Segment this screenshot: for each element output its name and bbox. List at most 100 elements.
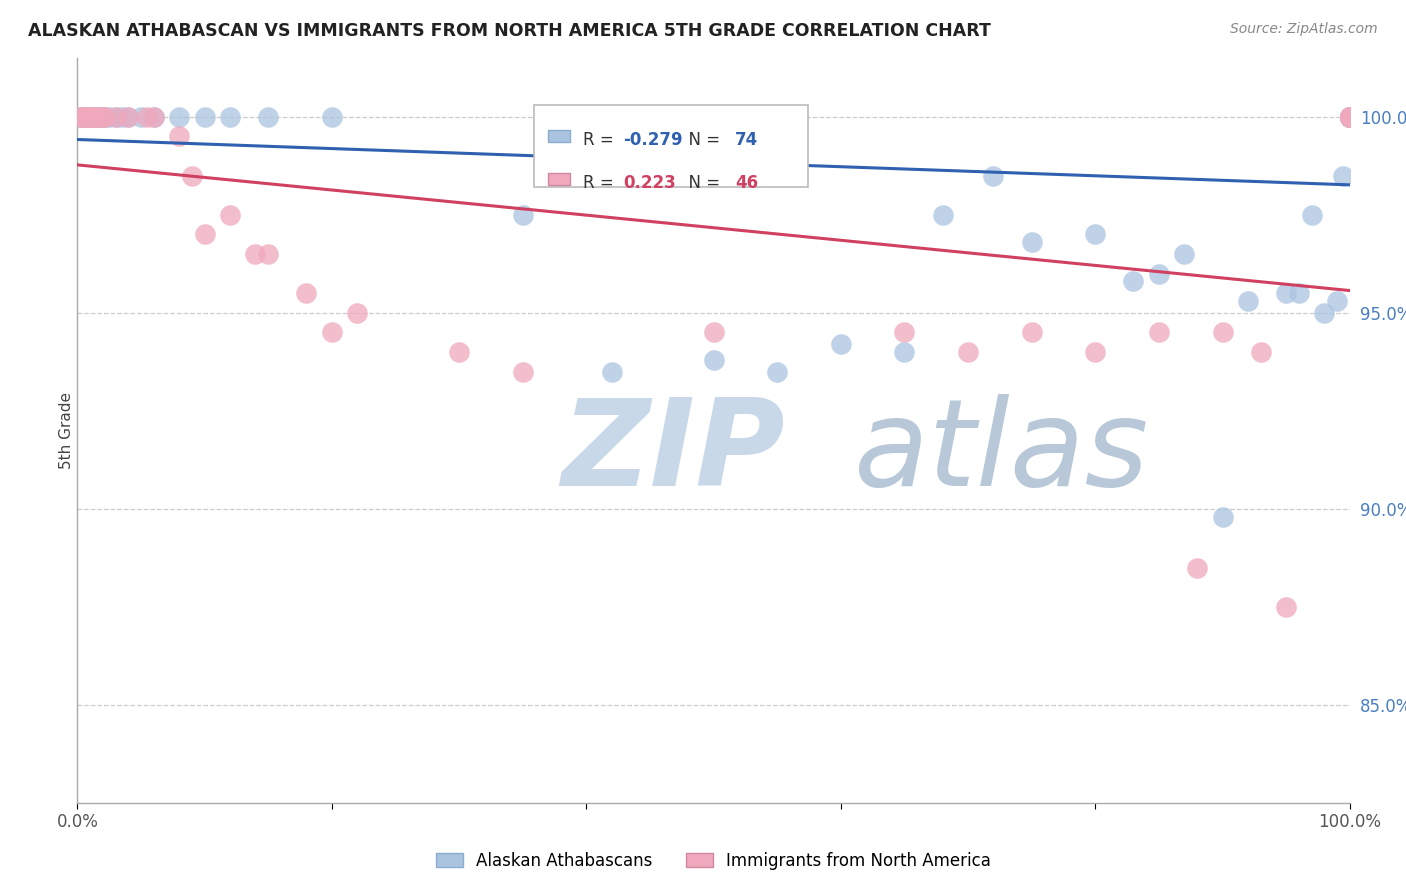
Point bbox=[1339, 110, 1361, 124]
Point bbox=[79, 110, 101, 124]
Point bbox=[76, 110, 98, 124]
Point bbox=[91, 110, 114, 124]
Point bbox=[1339, 110, 1361, 124]
Point bbox=[1275, 599, 1298, 614]
Text: 74: 74 bbox=[735, 131, 759, 149]
Point bbox=[84, 110, 107, 124]
Point bbox=[86, 110, 108, 124]
Point bbox=[111, 110, 134, 124]
Point bbox=[600, 365, 623, 379]
Point bbox=[104, 110, 127, 124]
Point bbox=[512, 208, 534, 222]
Point bbox=[129, 110, 152, 124]
Text: 0.223: 0.223 bbox=[623, 174, 676, 192]
Point bbox=[1147, 326, 1170, 340]
Point bbox=[1339, 110, 1361, 124]
Point bbox=[83, 110, 105, 124]
Point bbox=[1339, 110, 1361, 124]
Point bbox=[1237, 293, 1260, 308]
Point bbox=[245, 247, 267, 261]
Point bbox=[79, 110, 101, 124]
Point bbox=[1185, 560, 1208, 574]
Point bbox=[73, 110, 96, 124]
Point bbox=[73, 110, 96, 124]
Point bbox=[70, 110, 93, 124]
Point bbox=[703, 326, 725, 340]
Point bbox=[69, 110, 91, 124]
Point bbox=[104, 110, 127, 124]
Point bbox=[1147, 267, 1170, 281]
Point bbox=[180, 169, 202, 183]
Point bbox=[1339, 110, 1361, 124]
Point bbox=[194, 227, 217, 242]
Point bbox=[1021, 326, 1043, 340]
Point bbox=[1339, 110, 1361, 124]
Point bbox=[1339, 110, 1361, 124]
Point bbox=[1021, 235, 1043, 250]
Text: atlas: atlas bbox=[853, 394, 1149, 511]
Legend: Alaskan Athabascans, Immigrants from North America: Alaskan Athabascans, Immigrants from Nor… bbox=[430, 845, 997, 877]
Point bbox=[931, 208, 953, 222]
Point bbox=[1339, 110, 1361, 124]
Point bbox=[72, 110, 94, 124]
Point bbox=[1339, 110, 1361, 124]
Point bbox=[1339, 110, 1361, 124]
Text: Source: ZipAtlas.com: Source: ZipAtlas.com bbox=[1230, 22, 1378, 37]
Point bbox=[194, 110, 217, 124]
Point bbox=[893, 326, 915, 340]
Point bbox=[1339, 110, 1361, 124]
Text: ZIP: ZIP bbox=[561, 394, 785, 511]
Point bbox=[117, 110, 139, 124]
Point bbox=[1339, 110, 1361, 124]
Text: 46: 46 bbox=[735, 174, 758, 192]
Point bbox=[1339, 110, 1361, 124]
Point bbox=[77, 110, 100, 124]
Point bbox=[142, 110, 165, 124]
Point bbox=[512, 365, 534, 379]
Point bbox=[893, 345, 915, 359]
Point bbox=[167, 110, 190, 124]
Point bbox=[77, 110, 100, 124]
Point bbox=[1339, 110, 1361, 124]
Point bbox=[94, 110, 117, 124]
Point bbox=[321, 110, 343, 124]
Text: -0.279: -0.279 bbox=[623, 131, 682, 149]
Point bbox=[703, 352, 725, 367]
Text: R =: R = bbox=[583, 131, 620, 149]
Point bbox=[142, 110, 165, 124]
Point bbox=[1339, 110, 1361, 124]
Point bbox=[94, 110, 117, 124]
Point bbox=[1339, 110, 1361, 124]
Point bbox=[87, 110, 110, 124]
Point bbox=[957, 345, 980, 359]
Point bbox=[1339, 110, 1361, 124]
Point bbox=[1288, 286, 1310, 301]
Point bbox=[1339, 110, 1361, 124]
Point bbox=[1301, 208, 1323, 222]
Point bbox=[321, 326, 343, 340]
Text: N =: N = bbox=[678, 174, 725, 192]
Point bbox=[257, 110, 280, 124]
Point bbox=[1339, 110, 1361, 124]
Point bbox=[73, 110, 96, 124]
Point bbox=[1331, 169, 1354, 183]
Point bbox=[1339, 110, 1361, 124]
Point bbox=[983, 169, 1005, 183]
Point bbox=[1250, 345, 1272, 359]
Point bbox=[1326, 293, 1348, 308]
Point bbox=[80, 110, 103, 124]
Point bbox=[1339, 110, 1361, 124]
Point bbox=[1313, 306, 1336, 320]
Point bbox=[1339, 110, 1361, 124]
Point bbox=[76, 110, 98, 124]
Point bbox=[1339, 110, 1361, 124]
Point bbox=[219, 110, 242, 124]
Point bbox=[1339, 110, 1361, 124]
Point bbox=[766, 365, 789, 379]
Point bbox=[82, 110, 104, 124]
Point bbox=[1122, 275, 1144, 289]
Point bbox=[1275, 286, 1298, 301]
Point bbox=[1339, 110, 1361, 124]
Point bbox=[346, 306, 368, 320]
Point bbox=[1212, 326, 1234, 340]
